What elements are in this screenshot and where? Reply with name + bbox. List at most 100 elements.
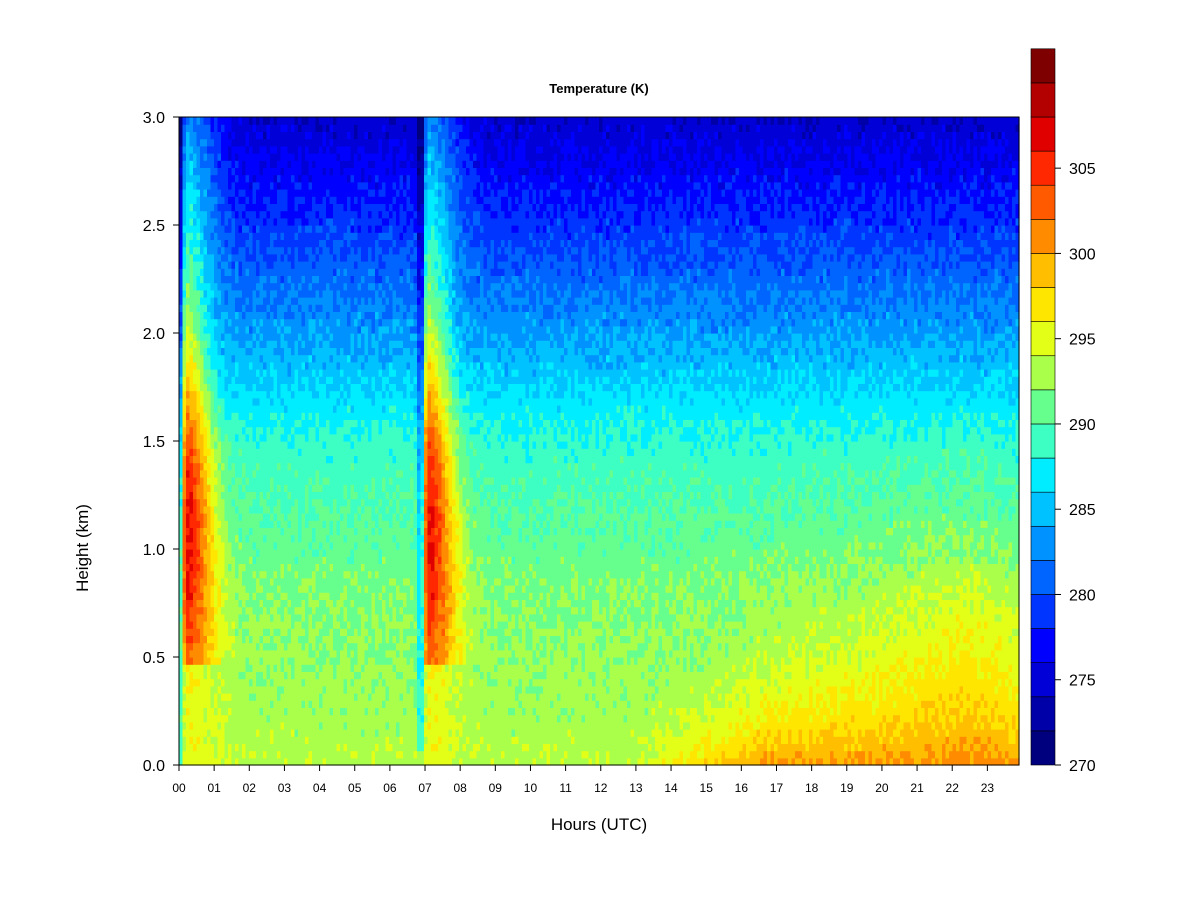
heatmap-cell [403,138,408,161]
heatmap-cell [501,433,506,442]
heatmap-cell [189,563,194,572]
heatmap-cell [424,181,429,190]
heatmap-cell [406,693,411,766]
heatmap-cell [259,383,264,392]
heatmap-cell [490,174,495,190]
heatmap-cell [585,354,590,363]
heatmap-cell [459,210,464,226]
heatmap-cell [511,484,516,492]
heatmap-cell [518,693,523,701]
heatmap-cell [382,707,387,766]
heatmap-cell [571,448,576,456]
heatmap-cell [550,498,555,507]
heatmap-cell [459,347,464,363]
heatmap-cell [494,635,499,665]
heatmap-cell [329,455,334,464]
heatmap-cell [396,657,401,672]
heatmap-cell [532,354,537,370]
heatmap-cell [588,621,593,672]
heatmap-cell [581,232,586,248]
heatmap-cell [245,354,250,392]
heatmap-cell [228,232,233,255]
heatmap-cell [207,736,212,766]
heatmap-cell [364,621,369,629]
heatmap-cell [490,707,495,759]
heatmap-cell [473,664,478,672]
heatmap-cell [361,282,366,298]
heatmap-cell [382,261,387,269]
heatmap-cell [221,469,226,485]
heatmap-cell [546,397,551,420]
heatmap-cell [392,181,397,190]
heatmap-cell [497,527,502,536]
heatmap-cell [469,304,474,327]
heatmap-cell [585,304,590,312]
heatmap-cell [392,376,397,384]
heatmap-cell [511,736,516,744]
heatmap-cell [378,369,383,377]
heatmap-cell [259,376,264,384]
heatmap-cell [476,246,481,262]
heatmap-cell [515,700,520,737]
heatmap-cell [368,693,373,701]
heatmap-cell [441,419,446,442]
heatmap-cell [294,189,299,197]
heatmap-cell [501,196,506,212]
heatmap-cell [221,131,226,161]
heatmap-cell [641,167,646,212]
heatmap-cell [322,642,327,665]
heatmap-cell [319,621,324,629]
heatmap-cell [476,585,481,665]
heatmap-cell [455,563,460,593]
heatmap-cell [595,217,600,226]
heatmap-cell [245,628,250,636]
heatmap-cell [553,383,558,392]
heatmap-cell [431,477,436,507]
heatmap-cell [417,160,422,168]
heatmap-cell [452,513,457,564]
heatmap-cell [266,649,271,665]
heatmap-cell [385,491,390,500]
heatmap-cell [557,441,562,449]
heatmap-cell [571,117,576,132]
heatmap-cell [238,189,243,197]
heatmap-cell [560,297,565,320]
heatmap-cell [312,253,317,262]
heatmap-cell [319,649,324,672]
heatmap-cell [623,340,628,363]
heatmap-cell [599,289,604,305]
heatmap-cell [592,700,597,766]
heatmap-cell [298,196,303,204]
heatmap-cell [427,685,432,694]
heatmap-cell [613,117,618,147]
heatmap-cell [357,520,362,586]
heatmap-cell [350,433,355,442]
heatmap-cell [249,700,254,752]
heatmap-cell [280,246,285,255]
heatmap-cell [326,455,331,464]
heatmap-cell [312,498,317,507]
heatmap-cell [539,606,544,615]
heatmap-cell [259,145,264,161]
heatmap-cell [392,419,397,456]
heatmap-cell [287,153,292,161]
heatmap-cell [319,693,324,708]
heatmap-cell [448,736,453,744]
heatmap-cell [529,124,534,132]
heatmap-cell [389,664,394,744]
heatmap-cell [228,383,233,420]
heatmap-cell [448,628,453,636]
heatmap-cell [480,131,485,140]
heatmap-cell [473,196,478,212]
heatmap-cell [224,592,229,600]
heatmap-cell [641,549,646,557]
heatmap-cell [270,685,275,701]
heatmap-cell [466,354,471,370]
heatmap-cell [571,311,576,320]
heatmap-cell [616,210,621,226]
heatmap-cell [256,297,261,305]
heatmap-cell [553,289,558,305]
heatmap-cell [224,721,229,759]
heatmap-cell [599,635,604,658]
heatmap-cell [249,325,254,334]
